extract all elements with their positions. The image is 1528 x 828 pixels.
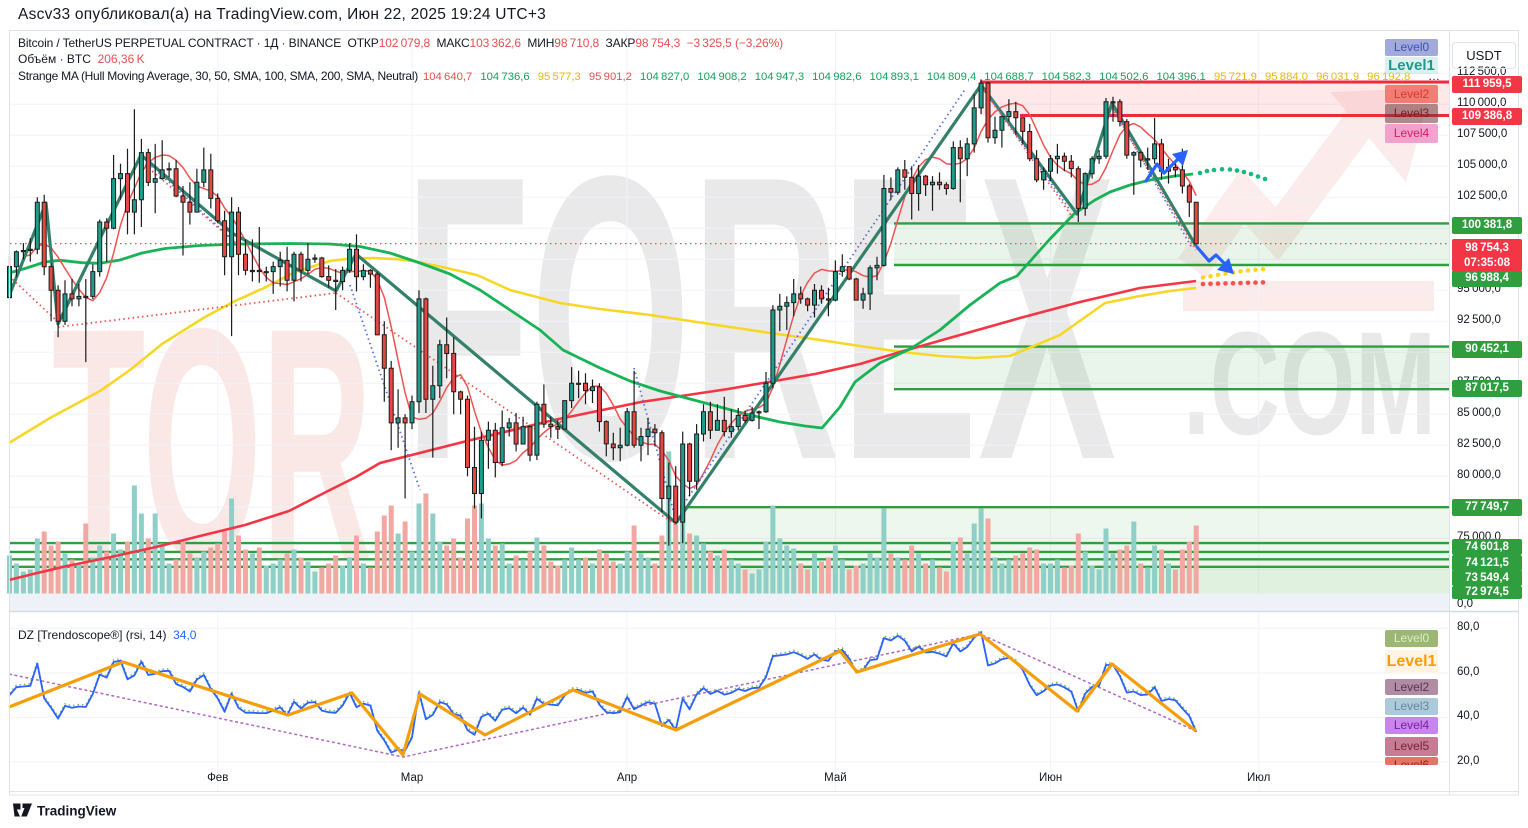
svg-text:.COM: .COM <box>1183 302 1436 466</box>
svg-text:TradingView: TradingView <box>37 804 117 819</box>
